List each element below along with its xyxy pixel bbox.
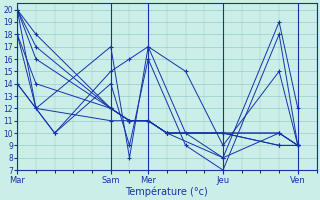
X-axis label: Température (°c): Température (°c) <box>125 186 208 197</box>
